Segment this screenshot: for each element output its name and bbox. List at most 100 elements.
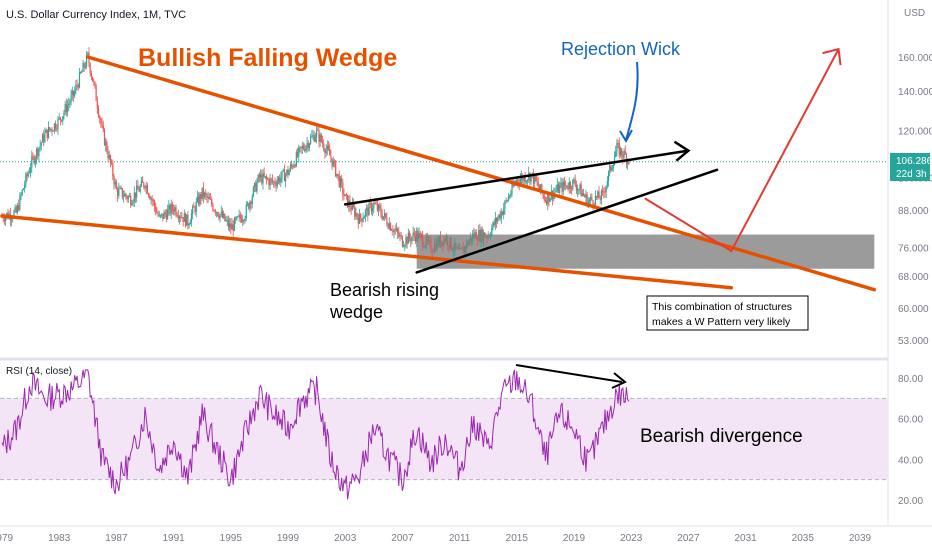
candle-body: [557, 184, 560, 193]
candle-body: [467, 241, 469, 246]
candle-body: [317, 129, 319, 131]
candle-body: [134, 192, 137, 198]
candle-body: [431, 251, 433, 253]
candle-body: [414, 235, 417, 242]
candle-body: [169, 205, 171, 214]
time-tick-label: 2007: [391, 533, 414, 544]
candle-body: [470, 237, 473, 241]
candle-body: [360, 213, 362, 219]
candle-body: [449, 237, 451, 248]
candle-body: [37, 148, 39, 156]
divergence-line: [515, 364, 623, 383]
candle-body: [512, 183, 514, 187]
candle-body: [536, 180, 538, 183]
candle-body: [120, 187, 122, 189]
candle-body: [511, 183, 513, 194]
time-tick-label: 2023: [620, 533, 643, 544]
candle-body: [97, 108, 100, 117]
candle-body: [66, 105, 69, 113]
candle-body: [28, 171, 31, 173]
time-tick-label: 2015: [506, 533, 529, 544]
candle-body: [430, 241, 432, 252]
candle-body: [225, 220, 227, 222]
candle-body: [345, 194, 347, 196]
candle-body: [333, 160, 336, 162]
candle-body: [600, 190, 603, 200]
candle-body: [464, 246, 467, 249]
candle-body: [429, 240, 431, 242]
candle-body: [454, 242, 456, 251]
candle-body: [40, 142, 42, 146]
candle-body: [157, 213, 159, 216]
candle-body: [461, 247, 463, 249]
note-box: [646, 295, 809, 331]
candle-body: [599, 198, 601, 200]
candle-body: [535, 175, 537, 181]
candle-body: [122, 196, 125, 198]
candle-body: [139, 186, 141, 192]
candle-body: [468, 241, 470, 246]
candle-body: [118, 188, 120, 196]
time-tick-label: 2039: [849, 533, 872, 544]
candle-body: [126, 196, 128, 200]
candle-body: [273, 181, 275, 183]
candle-body: [16, 205, 19, 213]
candle-body: [156, 212, 158, 214]
candle-body: [168, 205, 170, 210]
candle-body: [78, 72, 81, 88]
rising-wedge-arrowhead: [673, 140, 691, 162]
candle-body: [102, 125, 104, 130]
candle-body: [387, 224, 389, 229]
candle-body: [89, 63, 91, 74]
candle-body: [257, 174, 259, 182]
candle-body: [342, 182, 344, 195]
candle-body: [531, 172, 533, 174]
candle-body: [395, 228, 398, 231]
candle-body: [381, 214, 383, 220]
time-tick-label: 1983: [48, 533, 71, 544]
projection-up-line: [730, 48, 840, 253]
candle-body: [383, 213, 386, 217]
candle-body: [267, 178, 269, 180]
candle-body: [607, 171, 610, 181]
candle-body: [506, 200, 508, 202]
candle-body: [501, 211, 504, 215]
time-tick-label: 2003: [334, 533, 357, 544]
candle-body: [25, 174, 27, 185]
candle-body: [227, 219, 230, 227]
candle-body: [306, 142, 308, 147]
candle-body: [62, 116, 64, 122]
candle-body: [275, 184, 277, 187]
countdown-value: 22d 3h: [896, 169, 927, 180]
candle-body: [363, 216, 365, 219]
candle-body: [524, 176, 526, 183]
candle-body: [499, 214, 501, 219]
candle-body: [74, 90, 76, 96]
candle-body: [152, 200, 154, 202]
candle-body: [459, 248, 461, 250]
candle-body: [341, 178, 343, 183]
candle-body: [422, 235, 424, 247]
candle-body: [46, 129, 48, 138]
candle-body: [18, 205, 20, 210]
candle-body: [339, 178, 342, 187]
candle-body: [481, 229, 483, 241]
candle-body: [554, 191, 556, 193]
candle-body: [619, 148, 622, 156]
candle-body: [507, 196, 510, 201]
candle-body: [26, 174, 28, 177]
candle-body: [463, 246, 465, 253]
candle-body: [325, 149, 327, 154]
candle-body: [177, 216, 179, 219]
trendlines-group: [0, 47, 877, 292]
candle-body: [103, 129, 106, 146]
rsi-tick-label: 60.00: [898, 415, 923, 426]
candle-body: [603, 191, 605, 193]
candle-body: [375, 203, 377, 205]
candle-body: [628, 159, 630, 164]
candle-body: [218, 215, 220, 219]
candle-body: [262, 173, 264, 184]
candle-body: [450, 237, 452, 249]
candle-body: [447, 237, 449, 246]
